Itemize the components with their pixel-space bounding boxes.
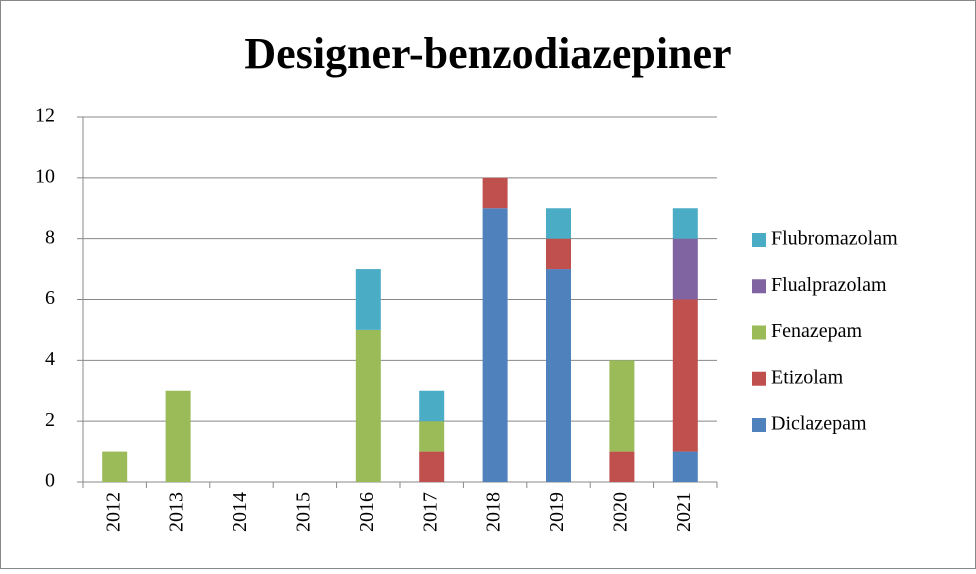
legend-swatch (752, 325, 766, 340)
bar-segment (355, 269, 381, 330)
bar-segment (419, 451, 445, 482)
legend-label: Fenazepam (771, 320, 863, 342)
legend-swatch (752, 279, 766, 294)
x-tick-label: 2014 (229, 492, 251, 532)
y-tick-label: 0 (45, 470, 55, 492)
x-tick-label: 2021 (673, 492, 695, 532)
x-tick-label: 2012 (102, 492, 124, 532)
x-tick-label: 2017 (419, 492, 441, 532)
bar-segment (165, 390, 191, 482)
x-tick-label: 2013 (166, 492, 188, 532)
legend-label: Etizolam (771, 366, 844, 388)
legend-label: Flualprazolam (771, 274, 887, 296)
y-tick-label: 10 (35, 165, 55, 187)
x-tick-label: 2020 (609, 492, 631, 532)
y-tick-label: 12 (35, 105, 55, 127)
bar-segment (672, 299, 698, 452)
y-tick-label: 2 (45, 409, 55, 431)
bar-segment (672, 208, 698, 239)
bar-segment (419, 421, 445, 452)
bar-segment (546, 269, 571, 482)
bar-segment (609, 360, 635, 452)
bar-segment (419, 390, 445, 422)
chart-title: Designer-benzodiazepiner (244, 29, 731, 78)
bar-segment (672, 238, 698, 300)
bar-segment (546, 208, 571, 239)
x-tick-label: 2019 (546, 492, 568, 532)
legend-swatch (752, 371, 766, 386)
bar-segment (482, 208, 508, 482)
x-tick-label: 2016 (356, 492, 378, 532)
x-tick-label: 2018 (483, 492, 505, 532)
x-tick-label: 2015 (292, 492, 314, 532)
y-tick-label: 6 (45, 287, 55, 309)
bar-segment (609, 451, 635, 482)
bar-segment (672, 451, 698, 482)
legend-label: Diclazepam (771, 413, 867, 435)
bar-segment (546, 238, 571, 270)
legend-swatch (752, 233, 766, 247)
y-tick-label: 4 (45, 348, 55, 370)
legend-label: Flubromazolam (771, 228, 898, 250)
legend-swatch (752, 418, 766, 432)
bar-segment (355, 329, 381, 482)
y-tick-label: 8 (45, 226, 55, 248)
bar-segment (102, 451, 128, 482)
bar-segment (482, 177, 508, 209)
